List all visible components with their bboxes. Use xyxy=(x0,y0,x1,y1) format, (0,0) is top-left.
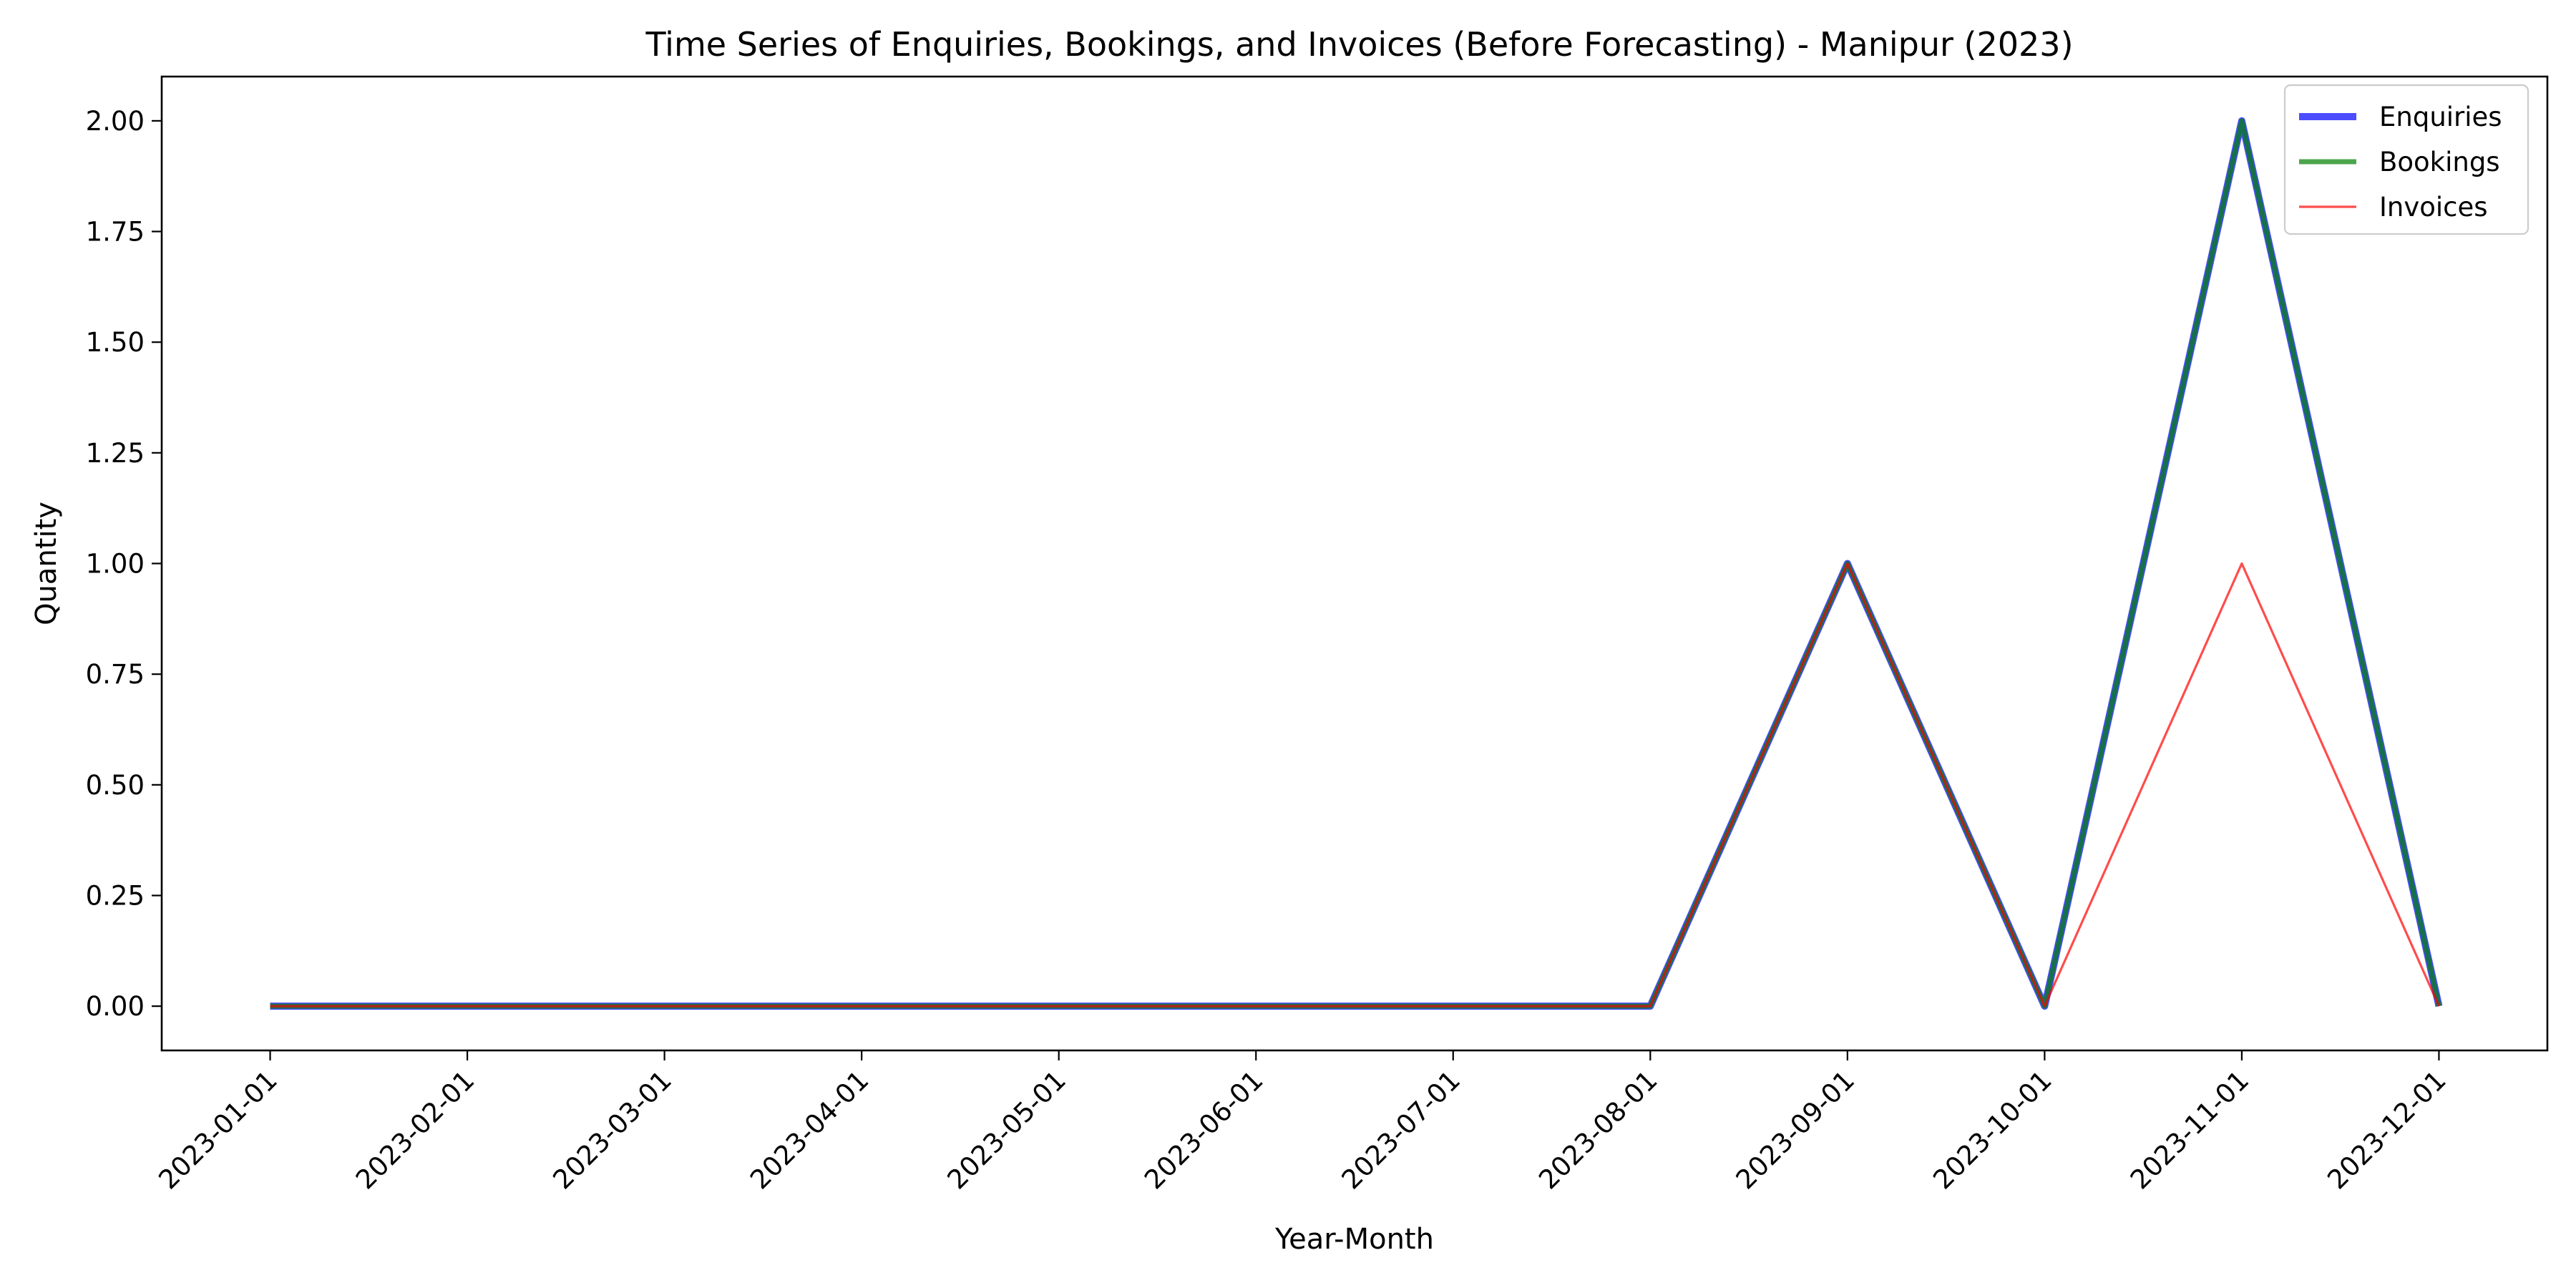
legend-label-bookings: Bookings xyxy=(2379,147,2500,177)
plot-frame xyxy=(160,75,2549,1052)
x-axis-label: Year-Month xyxy=(1274,1223,1434,1256)
series-line-invoices xyxy=(270,562,2440,1008)
legend-label-invoices: Invoices xyxy=(2379,192,2488,223)
y-axis: 0.00 0.25 0.50 0.75 1.00 1.25 1.50 1.75 2.00 xyxy=(86,106,162,1022)
y-tick-label: 0.75 xyxy=(86,659,145,690)
plot-area xyxy=(270,117,2443,1010)
y-tick-label: 1.25 xyxy=(86,438,145,469)
y-axis-label: Quantity xyxy=(30,502,63,625)
y-tick-label: 1.50 xyxy=(86,327,145,358)
legend: Enquiries Bookings Invoices xyxy=(2283,84,2529,235)
y-tick-label: 1.00 xyxy=(86,549,145,580)
legend-box xyxy=(2283,84,2529,235)
y-tick-label: 0.50 xyxy=(86,770,145,801)
y-tick-label: 2.00 xyxy=(86,106,145,137)
y-tick-label: 1.75 xyxy=(86,217,145,248)
chart-title: Time Series of Enquiries, Bookings, and … xyxy=(645,25,2073,64)
y-tick-label: 0.25 xyxy=(86,880,145,911)
y-tick-label: 0.00 xyxy=(86,991,145,1022)
legend-label-enquiries: Enquiries xyxy=(2379,102,2502,132)
